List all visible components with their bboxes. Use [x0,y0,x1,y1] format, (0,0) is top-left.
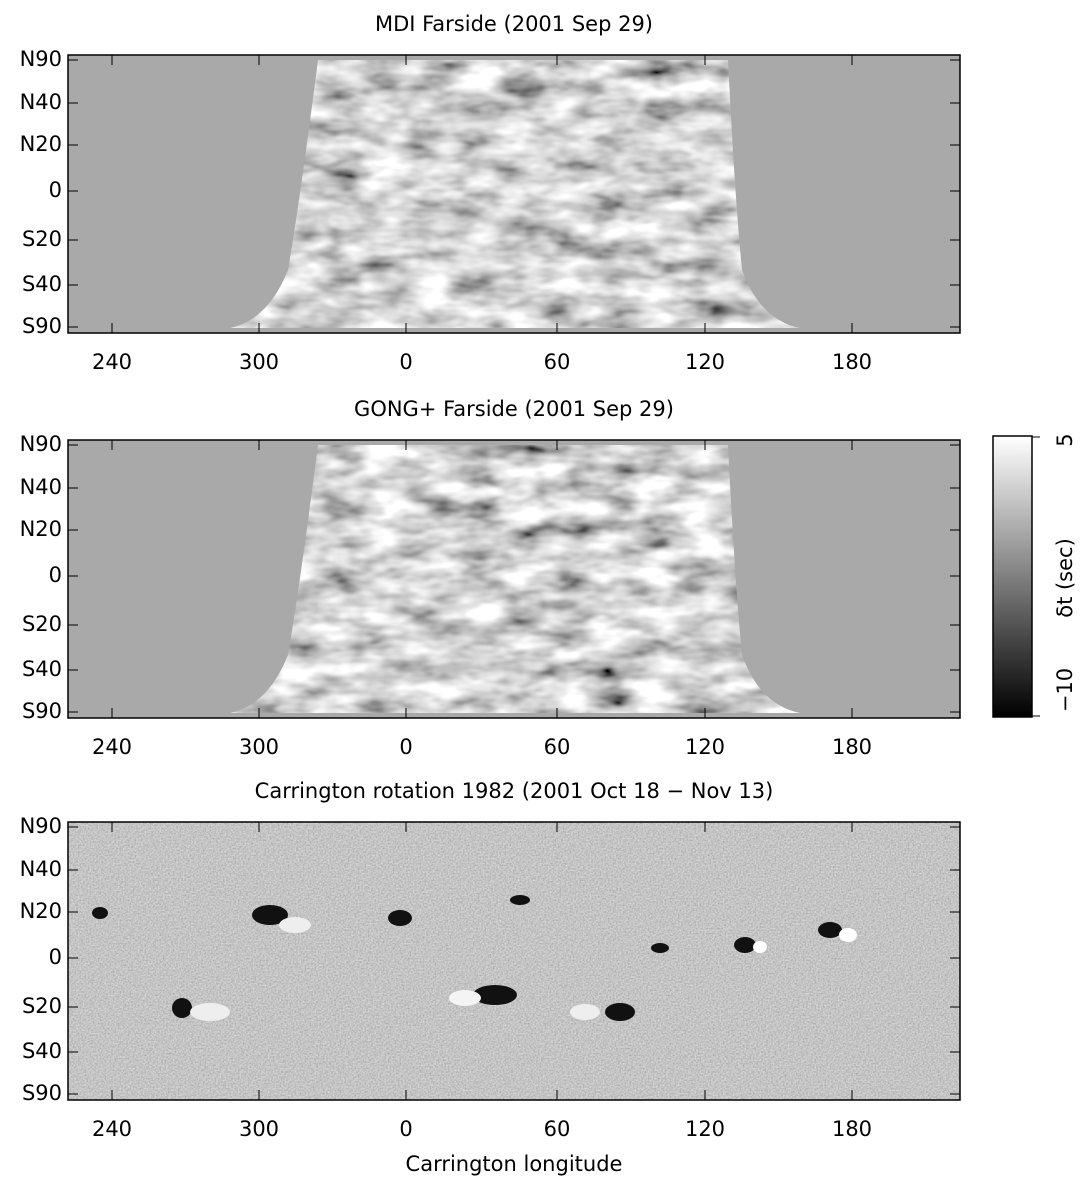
x-tick-label: 240 [92,1117,132,1141]
x-tick-label: 300 [239,735,279,759]
y-tick-label: 0 [49,563,62,587]
colorbar [992,435,1033,718]
y-tick-label: 0 [49,178,62,202]
x-tick-label: 120 [685,350,725,374]
x-tick-label: 60 [544,1117,571,1141]
colorbar-bottom-label: −10 [1053,668,1077,712]
x-tick-label: 240 [92,350,132,374]
x-tick-label: 180 [832,350,872,374]
x-tick-label: 60 [544,735,571,759]
x-tick-label: 300 [239,1117,279,1141]
y-tick-label: S90 [22,314,62,338]
y-tick-label: 0 [49,945,62,969]
x-tick-label: 120 [685,1117,725,1141]
x-tick-label: 0 [399,1117,412,1141]
active-regions [92,895,857,1021]
axes-frame [67,54,961,334]
x-tick-label: 120 [685,735,725,759]
axes-frame [67,439,961,719]
y-tick-label: N40 [20,90,62,114]
x-tick-label: 0 [399,350,412,374]
panel-title: MDI Farside (2001 Sep 29) [375,12,653,36]
colorbar-top-label: 5 [1053,433,1077,446]
y-tick-label: N20 [20,132,62,156]
y-tick-label: S40 [22,1039,62,1063]
panel-title: GONG+ Farside (2001 Sep 29) [354,397,674,421]
y-tick-label: S40 [22,272,62,296]
x-tick-label: 180 [832,735,872,759]
x-tick-label: 0 [399,735,412,759]
x-axis-label: Carrington longitude [406,1152,623,1176]
y-tick-label: S20 [22,227,62,251]
x-tick-label: 60 [544,350,571,374]
x-tick-label: 240 [92,735,132,759]
y-tick-label: S20 [22,612,62,636]
y-tick-label: N90 [20,432,62,456]
y-tick-label: S40 [22,657,62,681]
y-tick-label: N20 [20,899,62,923]
y-tick-label: S90 [22,1081,62,1105]
colorbar-label: δt (sec) [1053,538,1077,618]
axes-frame [67,821,961,1101]
y-tick-label: N90 [20,47,62,71]
y-tick-label: N90 [20,814,62,838]
y-tick-label: N20 [20,517,62,541]
farside-map [230,60,800,328]
y-tick-label: S20 [22,994,62,1018]
x-tick-label: 300 [239,350,279,374]
y-tick-label: N40 [20,475,62,499]
x-tick-label: 180 [832,1117,872,1141]
y-tick-label: N40 [20,857,62,881]
y-tick-label: S90 [22,699,62,723]
magnetogram [68,822,960,1100]
panel-title: Carrington rotation 1982 (2001 Oct 18 − … [255,779,774,803]
farside-map [230,445,800,713]
